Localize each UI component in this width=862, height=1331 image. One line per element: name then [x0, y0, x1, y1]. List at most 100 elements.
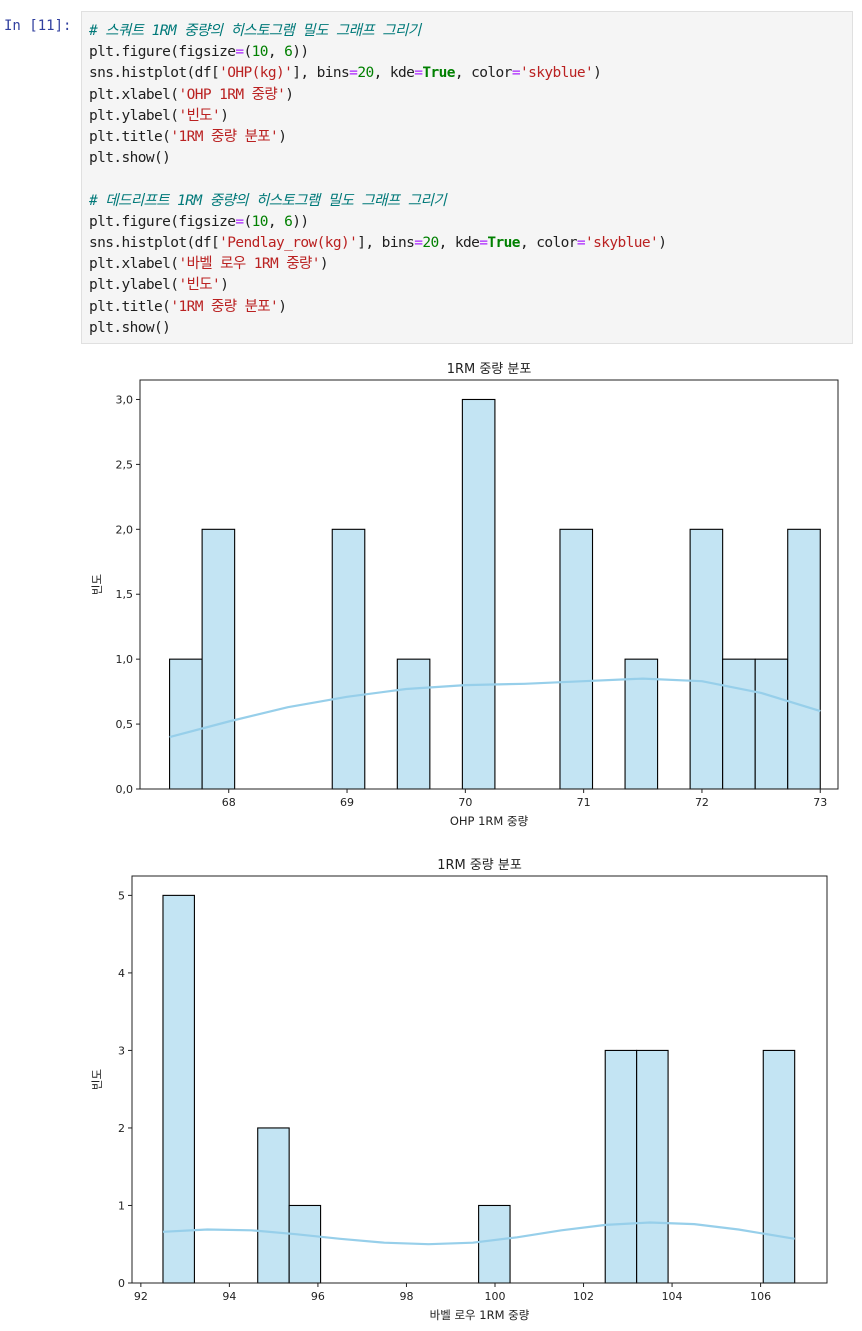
code-token: 6 [284, 44, 293, 61]
histogram-bar [162, 894, 195, 1284]
y-tick-label: 2,0 [116, 523, 134, 536]
histogram-ohp: 68 69 70 71 72 73 0,0 0,5 1,0 1,5 2,0 2,5 3,0 1RM 중량 … [90, 362, 839, 828]
histogram-bar [257, 1127, 290, 1284]
histogram-bar [331, 528, 366, 790]
code-line: sns.histplot(df['Pendlay_row(kg)'], bins… [89, 235, 667, 252]
code-line: # 데드리프트 1RM 중량의 히스토그램 밀도 그래프 그리기 [89, 193, 447, 209]
code-line: plt.title('1RM 중량 분포') [89, 129, 287, 146]
code-line: plt.xlabel('OHP 1RM 중량') [89, 86, 294, 103]
code-token: plt.ylabel( [89, 107, 179, 124]
y-axis-label: 빈도 [90, 1069, 104, 1090]
chart-title: 1RM 중량 분포 [437, 858, 522, 873]
x-tick-label: 94 [222, 1290, 236, 1303]
code-token: True [487, 235, 520, 252]
code-token: ( [243, 44, 252, 61]
code-token: ) [319, 256, 329, 273]
y-tick-label: 1,0 [116, 653, 134, 666]
code-token: '1RM 중량 분포' [170, 129, 279, 146]
code-token: = [511, 65, 521, 82]
histogram-bar [288, 1204, 322, 1284]
code-token: plt.figure(figsize [89, 44, 236, 61]
x-tick-label: 102 [573, 1290, 594, 1303]
y-tick-label: 2,5 [116, 458, 134, 471]
code-token: 6 [284, 213, 293, 230]
code-token: = [235, 44, 244, 61]
code-token: plt.title( [89, 298, 171, 315]
x-tick-label: 100 [484, 1290, 505, 1303]
histogram-bar [201, 528, 236, 790]
code-token: 'skyblue' [585, 235, 659, 252]
code-token: = [349, 65, 358, 82]
histogram-bar [559, 528, 594, 790]
x-axis-label: 바벨 로우 1RM 중량 [430, 1308, 530, 1322]
x-tick-label: 98 [399, 1290, 413, 1303]
code-token: ], bins [357, 235, 415, 252]
code-token: plt.title( [89, 129, 171, 146]
code-token: sns.histplot(df[ [89, 235, 220, 252]
code-token: 'OHP 1RM 중량' [178, 86, 286, 103]
code-token: '1RM 중량 분포' [170, 298, 279, 315]
x-tick-label: 72 [695, 796, 709, 809]
code-token: sns.histplot(df[ [89, 65, 220, 82]
code-token: = [235, 213, 244, 230]
code-token: plt.ylabel( [89, 277, 179, 294]
code-token: , color [454, 65, 513, 82]
histogram-bar [762, 1049, 796, 1284]
code-token: 20 [357, 65, 374, 82]
histogram-bar [689, 528, 724, 790]
code-token: 'Pendlay_row(kg)' [219, 235, 358, 252]
code-token: )) [292, 44, 309, 61]
code-token: ], bins [292, 65, 350, 82]
histogram-bar [754, 658, 789, 790]
x-tick-label: 106 [750, 1290, 771, 1303]
histogram-bar [604, 1049, 638, 1284]
x-tick-label: 68 [222, 796, 236, 809]
code-line: plt.figure(figsize=(10, 6)) [89, 214, 309, 230]
code-token: '빈도' [178, 107, 221, 124]
code-token: plt.xlabel( [89, 256, 179, 273]
code-token: 10 [251, 213, 269, 230]
y-axis-label: 빈도 [90, 574, 104, 595]
y-tick-label: 4 [118, 967, 125, 980]
code-cell[interactable]: # 스쿼트 1RM 중량의 히스토그램 밀도 그래프 그리기 plt.figur… [81, 11, 853, 344]
code-token: # 스쿼트 1RM 중량의 히스토그램 밀도 그래프 그리기 [89, 23, 421, 39]
y-tick-label: 2 [118, 1122, 125, 1135]
y-tick-label: 0,0 [116, 783, 134, 796]
code-token: '빈도' [178, 277, 221, 294]
code-token: 'OHP(kg)' [219, 65, 293, 82]
x-tick-label: 73 [813, 796, 827, 809]
code-token: ) [278, 298, 287, 315]
x-tick-label: 69 [340, 796, 354, 809]
code-editor[interactable]: # 스쿼트 1RM 중량의 히스토그램 밀도 그래프 그리기 plt.figur… [89, 21, 667, 339]
code-token: 'skyblue' [519, 65, 594, 82]
code-token: = [414, 235, 423, 252]
code-line: plt.show() [89, 319, 171, 336]
code-token: 20 [422, 235, 439, 252]
code-token: 10 [251, 44, 269, 61]
code-token: plt.show() [89, 319, 171, 336]
code-token: ) [285, 86, 294, 103]
histogram-bar [169, 658, 203, 790]
histogram-bar [787, 528, 821, 790]
code-token: )) [292, 213, 309, 230]
histogram-bar [461, 398, 496, 790]
x-axis-label: OHP 1RM 중량 [450, 814, 529, 828]
y-tick-label: 1,5 [116, 588, 134, 601]
code-line: plt.title('1RM 중량 분포') [89, 298, 287, 315]
code-token: ) [220, 107, 229, 124]
code-line: plt.figure(figsize=(10, 6)) [89, 44, 309, 60]
code-line: # 스쿼트 1RM 중량의 히스토그램 밀도 그래프 그리기 [89, 23, 421, 39]
code-line: plt.ylabel('빈도') [89, 107, 229, 124]
code-token: , [267, 213, 285, 230]
code-token: plt.figure(figsize [89, 213, 236, 230]
code-token: ) [220, 277, 229, 294]
code-token: , [267, 44, 285, 61]
kde-line [169, 677, 821, 739]
y-tick-label: 0 [118, 1277, 125, 1290]
code-token: True [422, 65, 455, 82]
plot-frame [139, 379, 839, 790]
histogram-bar [722, 658, 756, 790]
histogram-bar [624, 658, 659, 790]
histogram-bar [478, 1204, 511, 1284]
